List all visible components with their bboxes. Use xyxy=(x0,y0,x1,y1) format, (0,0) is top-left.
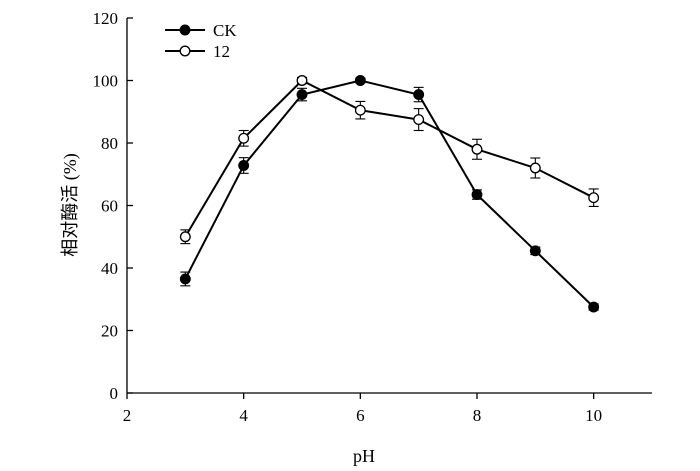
data-point xyxy=(354,104,366,116)
y-tick-label: 20 xyxy=(101,322,118,341)
x-tick-label: 10 xyxy=(585,406,602,425)
y-tick-label: 60 xyxy=(101,197,118,216)
x-ticks: 2 4 6 8 10 xyxy=(123,393,602,425)
data-point xyxy=(413,89,425,101)
x-tick-label: 6 xyxy=(356,406,365,425)
y-tick-label: 0 xyxy=(110,384,119,403)
data-point xyxy=(471,189,483,201)
x-tick-label: 8 xyxy=(473,406,482,425)
axes xyxy=(126,18,652,394)
y-ticks: 0 20 40 60 80 100 120 xyxy=(93,9,133,403)
series-ck xyxy=(179,75,600,313)
data-point xyxy=(588,301,600,313)
data-point xyxy=(179,273,191,285)
legend: CK 12 xyxy=(165,21,237,61)
series-line-ck xyxy=(184,79,595,308)
legend-marker-12 xyxy=(179,45,191,57)
data-point xyxy=(413,114,425,126)
series-layer xyxy=(179,75,600,313)
y-axis-label: 相对酶活 (%) xyxy=(60,153,81,256)
data-point xyxy=(238,132,250,144)
x-tick-label: 4 xyxy=(239,406,248,425)
x-axis-label: pH xyxy=(353,446,375,466)
legend-label-12: 12 xyxy=(213,42,230,61)
data-point xyxy=(529,162,541,174)
data-point xyxy=(471,143,483,155)
data-point xyxy=(296,75,308,86)
data-point xyxy=(238,160,250,171)
y-tick-label: 40 xyxy=(101,259,118,278)
legend-item-12: 12 xyxy=(165,42,230,61)
data-point xyxy=(354,75,366,86)
data-point xyxy=(588,192,600,204)
legend-marker-ck xyxy=(179,24,191,36)
x-tick-label: 2 xyxy=(123,406,132,425)
y-tick-label: 80 xyxy=(101,134,118,153)
y-tick-label: 120 xyxy=(93,9,119,28)
y-tick-label: 100 xyxy=(93,72,119,91)
series-12 xyxy=(179,75,600,245)
legend-item-ck: CK xyxy=(165,21,237,40)
data-point xyxy=(529,245,541,257)
legend-label-ck: CK xyxy=(213,21,237,40)
data-point xyxy=(296,89,308,101)
series-line-12 xyxy=(184,79,595,238)
data-point xyxy=(179,231,191,243)
